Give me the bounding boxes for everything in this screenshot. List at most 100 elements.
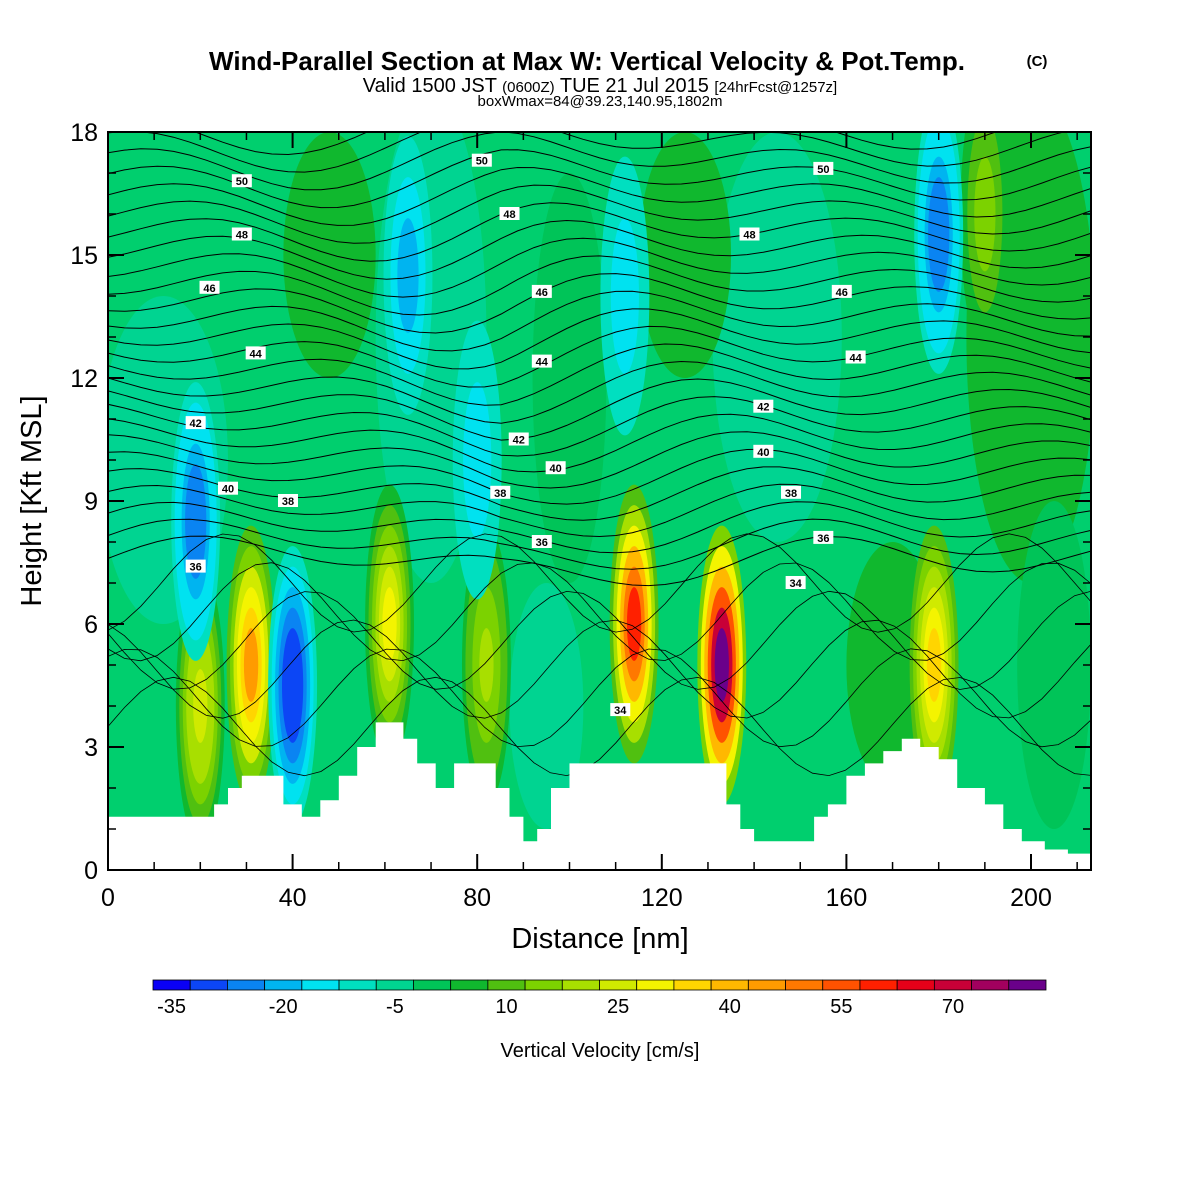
contour-label-text: 46 <box>536 287 548 299</box>
theta-contour <box>108 533 1091 633</box>
colorbar-label: Vertical Velocity [cm/s] <box>501 1040 700 1062</box>
updraft-core <box>243 628 259 702</box>
theta-contour <box>108 562 1091 662</box>
valid-utc: (0600Z) <box>502 79 555 96</box>
colorbar-swatch <box>747 979 786 991</box>
contour-label-text: 44 <box>250 348 263 360</box>
colorbar-swatch <box>1008 979 1047 991</box>
plot-area: 50 48 46 44 42 40 38 36 50 48 46 44 42 40 38 36 34 34 48 42… <box>108 132 1091 870</box>
contour-label-text: 46 <box>203 283 215 295</box>
contour-label-bg <box>231 174 252 188</box>
x-axis: 0 40 80 120 160 200 <box>101 132 1078 912</box>
theta-contour <box>108 466 1091 521</box>
contour-label-bg <box>813 161 834 175</box>
contour-label: 48 <box>499 207 520 221</box>
theta-contour <box>108 343 1091 406</box>
contour-label: 40 <box>753 444 774 459</box>
y-tick-label: 6 <box>84 611 98 639</box>
velocity-band <box>712 132 842 542</box>
x-tick-label: 0 <box>101 884 115 912</box>
contour-label: 48 <box>231 227 252 242</box>
contour-label: 44 <box>245 346 266 360</box>
valid-date: TUE 21 Jul 2015 <box>560 75 709 97</box>
contour-label: 34 <box>785 576 806 590</box>
contour-label-text: 40 <box>550 463 562 475</box>
colorbar-tick-label: 70 <box>942 996 964 1018</box>
updraft-core <box>193 669 208 743</box>
contour-label-bg <box>185 559 206 573</box>
x-tick-label: 200 <box>1010 884 1052 912</box>
contour-label: 38 <box>277 494 298 508</box>
contour-label-bg <box>508 432 529 446</box>
colorbar-swatch <box>896 979 935 991</box>
contour-label-bg <box>531 354 552 368</box>
contour-label: 50 <box>471 153 492 168</box>
colorbar-tick-labels: -35 -20 -5 10 25 40 55 70 <box>157 996 964 1018</box>
velocity-band <box>509 583 584 829</box>
contour-label-text: 48 <box>743 230 755 242</box>
contour-label: 50 <box>231 174 252 188</box>
theta-contour <box>108 308 1091 370</box>
contour-label-bg <box>277 494 298 507</box>
contour-label-text: 36 <box>536 537 548 549</box>
contour-label-bg <box>610 703 631 717</box>
contour-label-bg <box>245 346 266 360</box>
contour-label: 42 <box>185 416 206 430</box>
contour-label: 38 <box>490 485 511 500</box>
updraft-core <box>977 177 993 251</box>
colorbar-swatch <box>189 979 228 991</box>
colorbar-swatch <box>859 979 898 991</box>
colorbar-swatch <box>710 979 749 991</box>
contour-label-bg <box>753 444 774 458</box>
contour-label-text: 44 <box>850 353 863 365</box>
contour-label-bg <box>499 207 520 220</box>
contour-label-bg <box>785 576 806 589</box>
colorbar-tick-label: -5 <box>386 996 404 1018</box>
theta-contour <box>108 413 1091 473</box>
contour-label-text: 44 <box>536 357 549 369</box>
contour-label-text: 40 <box>757 447 769 459</box>
colorbar-swatch <box>338 979 377 991</box>
colorbar <box>152 979 1047 991</box>
contour-label-text: 38 <box>785 488 797 500</box>
valid-time: Valid 1500 JST <box>363 75 497 97</box>
contour-label-text: 34 <box>614 705 627 717</box>
y-tick-label: 3 <box>84 734 98 762</box>
theta-contour <box>108 202 1091 262</box>
velocity-band <box>532 173 607 583</box>
contour-label-text: 34 <box>790 578 803 590</box>
colorbar-swatch <box>636 979 675 991</box>
y-tick-label: 0 <box>84 857 98 885</box>
x-tick-label: 80 <box>463 884 491 912</box>
updraft-core <box>479 628 494 702</box>
theta-contour <box>108 518 1091 570</box>
contour-label-bg <box>831 284 852 298</box>
updraft-core <box>926 628 942 702</box>
theta-contour <box>108 483 1091 538</box>
colorbar-swatch <box>822 979 861 991</box>
theta-contour <box>108 255 1091 316</box>
theta-contour <box>108 273 1091 334</box>
contour-label: 46 <box>831 284 852 299</box>
contour-label-bg <box>199 280 220 294</box>
contour-label-text: 38 <box>282 496 294 508</box>
theta-contour <box>108 325 1091 388</box>
contour-label: 36 <box>531 535 552 549</box>
colorbar-swatch <box>933 979 972 991</box>
contour-label-bg <box>753 399 774 413</box>
theta-contour <box>108 360 1091 424</box>
velocity-band <box>638 132 732 378</box>
contour-label-text: 40 <box>222 484 234 496</box>
colorbar-swatch <box>264 979 303 991</box>
downdraft-core <box>400 238 416 313</box>
theta-contour <box>108 378 1091 441</box>
downdraft-core <box>617 259 633 333</box>
colorbar-swatch <box>561 979 600 991</box>
theta-contour <box>108 132 1067 173</box>
theta-contour <box>108 290 1091 352</box>
contour-labels: 50 48 46 44 42 40 38 36 50 48 46 44 42 40 38 36 34 34 48 42… <box>185 153 866 717</box>
colorbar-tick-label: -35 <box>157 996 186 1018</box>
colorbar-swatch <box>301 979 340 991</box>
y-tick-label: 15 <box>70 242 98 270</box>
